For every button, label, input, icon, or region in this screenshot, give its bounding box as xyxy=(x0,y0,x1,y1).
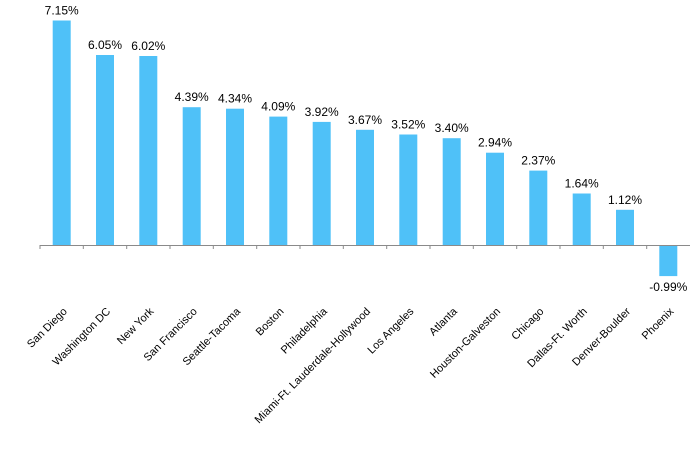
category-label-atlanta: Atlanta xyxy=(427,305,460,338)
axis-group xyxy=(39,245,690,249)
value-label-los-angeles: 3.52% xyxy=(391,118,425,132)
bar-washington-dc xyxy=(96,55,114,245)
bar-chicago xyxy=(529,170,548,245)
value-label-chicago: 2.37% xyxy=(521,154,555,168)
value-label-phoenix: -0.99% xyxy=(649,280,687,294)
value-label-seattle-tacoma: 4.34% xyxy=(218,92,252,106)
value-label-philadelphia: 3.92% xyxy=(305,105,339,119)
value-labels-group: 7.15% 6.05% 6.02% 4.39% 4.34% 4.09% 3.92% 3.67%… xyxy=(45,4,688,295)
value-label-atlanta: 3.40% xyxy=(435,121,469,135)
value-label-houston-galveston: 2.94% xyxy=(478,136,512,150)
category-label-new-york: New York xyxy=(115,305,157,347)
bar-houston-galveston xyxy=(486,152,504,245)
bars-group xyxy=(52,20,678,277)
category-label-boston: Boston xyxy=(254,306,287,339)
bar-philadelphia xyxy=(312,121,331,245)
value-label-san-diego: 7.15% xyxy=(45,4,79,18)
value-label-dallas-ft-worth: 1.64% xyxy=(565,177,599,191)
bar-phoenix xyxy=(659,245,678,277)
bar-boston xyxy=(269,116,288,245)
category-label-phoenix: Phoenix xyxy=(640,305,677,342)
value-label-denver-boulder: 1.12% xyxy=(608,193,642,207)
category-label-chicago: Chicago xyxy=(509,306,546,343)
value-label-washington-dc: 6.05% xyxy=(88,38,122,52)
bar-seattle-tacoma xyxy=(226,108,244,245)
value-label-miami-ft-lauderdale-hollywood: 3.67% xyxy=(348,113,382,127)
value-label-san-francisco: 4.39% xyxy=(175,90,209,104)
bar-miami-ft-lauderdale-hollywood xyxy=(356,129,374,245)
value-label-boston: 4.09% xyxy=(261,100,295,114)
category-label-san-diego: San Diego xyxy=(25,306,70,351)
category-label-los-angeles: Los Angeles xyxy=(366,305,417,356)
bar-new-york xyxy=(139,56,158,245)
bar-san-francisco xyxy=(182,107,201,245)
value-label-new-york: 6.02% xyxy=(131,39,165,53)
bar-los-angeles xyxy=(399,134,418,245)
bar-atlanta xyxy=(442,138,461,245)
bar-denver-boulder xyxy=(616,209,634,245)
bar-san-diego xyxy=(52,20,71,245)
bar-dallas-ft-worth xyxy=(572,193,591,245)
